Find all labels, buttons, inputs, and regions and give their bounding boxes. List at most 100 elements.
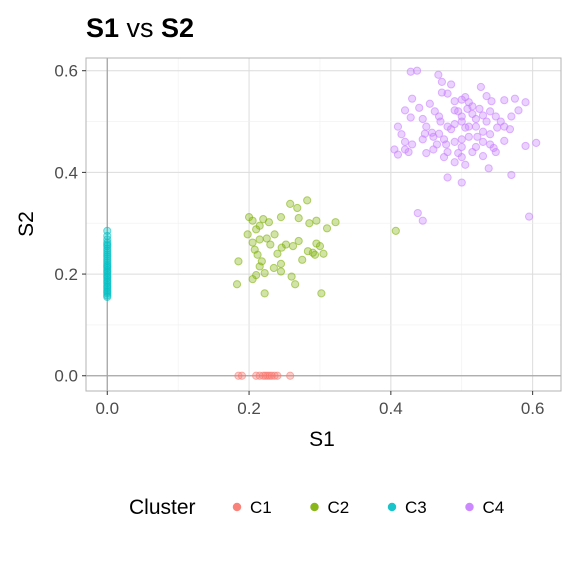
data-point <box>248 238 257 247</box>
data-point <box>486 107 495 116</box>
legend-key <box>232 502 242 512</box>
data-point <box>487 97 496 106</box>
data-point <box>267 371 276 380</box>
data-point <box>288 242 298 251</box>
data-point <box>532 138 541 147</box>
data-point <box>420 129 429 138</box>
data-point <box>294 214 303 223</box>
data-point <box>248 275 257 284</box>
data-point <box>260 289 269 298</box>
data-point <box>457 142 466 152</box>
data-point <box>450 119 459 129</box>
legend-item-c1: C1 <box>232 498 272 517</box>
data-point <box>298 255 307 264</box>
plot-panel <box>86 58 561 391</box>
series-c1 <box>234 371 295 380</box>
data-point <box>393 122 403 131</box>
data-point <box>443 89 452 98</box>
data-point <box>489 143 498 153</box>
legend-label: C3 <box>405 498 427 517</box>
data-point <box>468 102 477 111</box>
data-point <box>277 243 286 252</box>
data-point <box>270 371 279 380</box>
data-point <box>322 224 332 233</box>
legend: Cluster C1 C2 C3 C4 <box>129 496 504 519</box>
data-point <box>406 113 415 122</box>
data-point <box>413 208 422 218</box>
data-point <box>266 240 275 249</box>
data-point <box>397 130 406 139</box>
data-points <box>103 66 541 380</box>
data-point <box>253 250 262 259</box>
legend-key <box>387 502 397 512</box>
panel-frame <box>85 57 562 392</box>
data-point <box>287 272 296 281</box>
data-point <box>473 132 482 141</box>
data-point <box>391 226 400 235</box>
data-point <box>471 122 481 131</box>
data-point <box>273 371 282 380</box>
data-point <box>406 67 415 76</box>
data-point <box>315 242 325 251</box>
data-point <box>234 257 243 266</box>
data-point <box>457 117 466 126</box>
data-point <box>464 122 473 131</box>
legend-item-c2: C2 <box>310 498 349 517</box>
data-point <box>521 98 530 107</box>
data-point <box>430 107 439 116</box>
data-point <box>425 99 434 108</box>
data-point <box>505 125 515 134</box>
data-point <box>468 147 477 157</box>
data-point <box>422 122 431 131</box>
data-point <box>486 130 495 139</box>
title-part-3: S2 <box>161 13 194 43</box>
x-axis-label: S1 <box>309 428 335 451</box>
data-point <box>437 77 446 86</box>
data-point <box>255 262 264 271</box>
y-tick-label: 0.0 <box>54 367 78 386</box>
legend-item-c4: C4 <box>465 498 504 517</box>
data-point <box>478 127 488 136</box>
data-point <box>491 112 500 121</box>
chart-title: S1 vs S2 <box>86 13 194 43</box>
data-point <box>293 203 302 213</box>
data-point <box>507 170 516 180</box>
data-point <box>259 371 268 380</box>
data-point <box>264 218 274 227</box>
data-point <box>415 103 424 112</box>
title-part-2: vs <box>119 13 161 43</box>
data-point <box>260 268 269 278</box>
data-point <box>248 216 257 225</box>
x-tick-label: 0.0 <box>95 399 119 418</box>
data-point <box>525 212 534 221</box>
y-tick-label: 0.6 <box>54 62 78 81</box>
title-part-1: S1 <box>86 13 119 43</box>
data-point <box>270 230 279 239</box>
data-point <box>464 132 473 141</box>
data-point <box>476 82 485 92</box>
data-point <box>294 236 303 246</box>
data-point <box>276 267 286 276</box>
data-point <box>237 371 247 380</box>
data-point <box>510 94 520 103</box>
panel-background <box>86 58 561 391</box>
data-point <box>521 141 530 151</box>
data-point <box>447 80 456 89</box>
data-point <box>317 289 326 298</box>
x-axis-ticks: 0.0 0.2 0.4 0.6 <box>95 391 544 418</box>
data-point <box>400 106 410 115</box>
data-point <box>500 136 509 145</box>
data-point <box>286 371 295 380</box>
data-point <box>475 104 484 113</box>
data-point <box>500 96 509 105</box>
data-point <box>482 117 491 126</box>
data-point <box>276 259 286 268</box>
data-point <box>493 123 502 132</box>
data-point <box>482 92 491 101</box>
data-point <box>491 147 500 157</box>
data-point <box>514 106 523 115</box>
data-point <box>422 148 431 158</box>
data-point <box>439 153 449 162</box>
